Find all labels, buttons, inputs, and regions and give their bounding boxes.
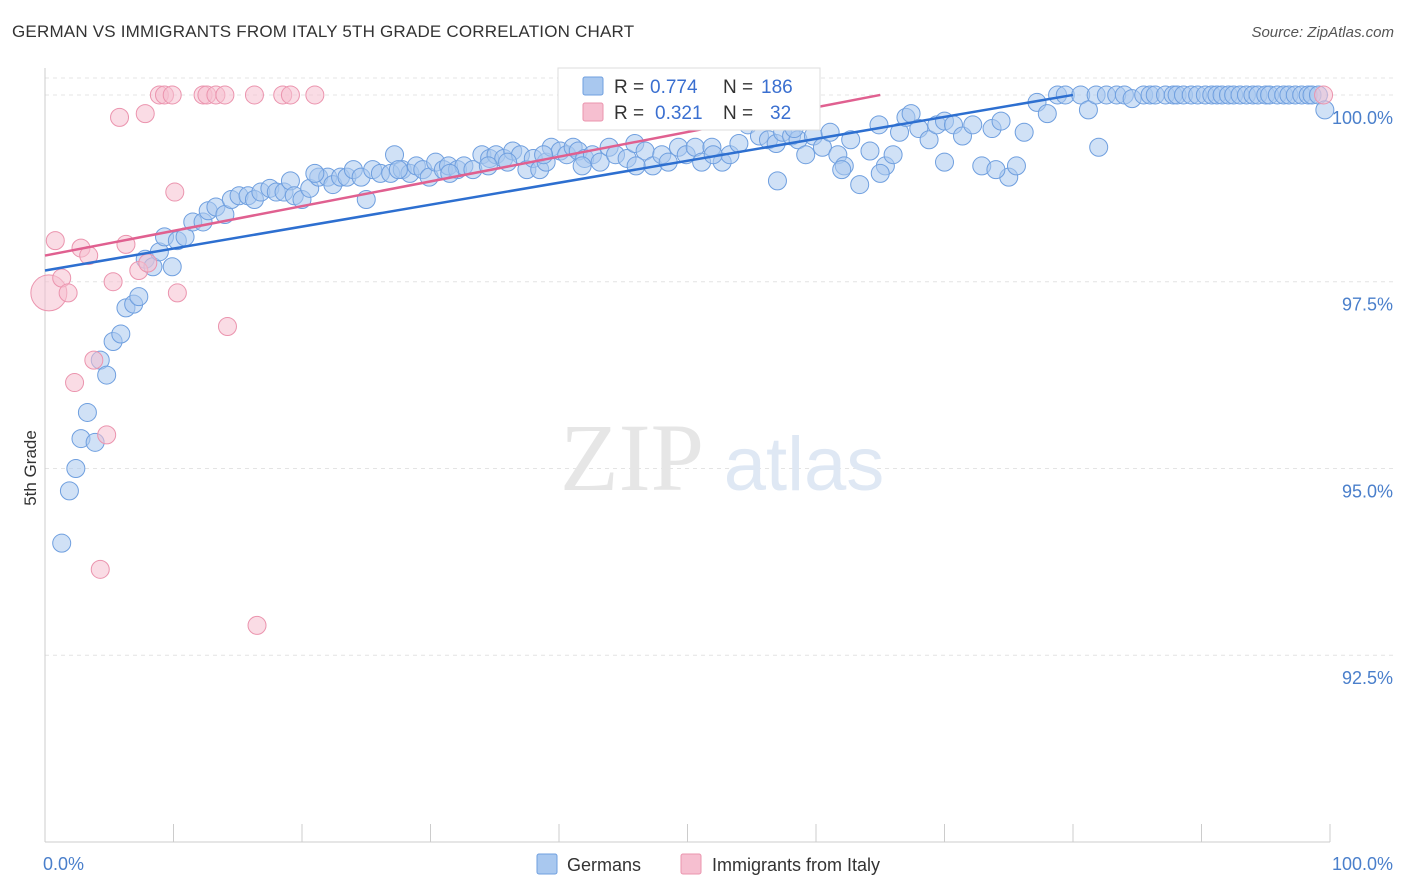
point-1-11 (110, 107, 130, 127)
watermark-atlas: atlas (724, 422, 885, 507)
point-1-10 (103, 272, 123, 292)
point-0-0 (52, 533, 72, 553)
point-0-172 (935, 152, 954, 172)
stats-swatch-italy (582, 102, 604, 122)
stats-swatch-germans (582, 76, 604, 96)
point-0-12 (129, 287, 149, 307)
point-1-8 (90, 559, 110, 579)
point-0-4 (77, 402, 97, 422)
point-1-15 (135, 104, 155, 124)
point-1-3 (58, 283, 78, 303)
stats-r-value-italy: 0.321 (655, 103, 703, 124)
stats-n-value-germans: 186 (761, 77, 793, 98)
point-1-4 (65, 373, 85, 393)
x-tick-label-0: 0.0% (43, 854, 84, 874)
tick-labels: 92.5% 95.0% 97.5% 100.0% 0.0% 100.0% (43, 108, 1393, 874)
point-0-170 (1089, 137, 1109, 157)
y-tick-label-2: 97.5% (1342, 295, 1393, 315)
legend-label-italy: Immigrants from Italy (712, 855, 880, 875)
point-0-122 (963, 115, 983, 135)
point-1-18 (162, 85, 182, 105)
point-1-30 (305, 85, 325, 105)
stats-n-label-germans: N = (723, 77, 753, 98)
point-1-20 (167, 283, 187, 303)
point-1-27 (247, 615, 267, 635)
point-1-26 (244, 85, 264, 105)
point-0-1 (59, 481, 79, 501)
point-1-25 (217, 317, 237, 337)
stats-legend: R = 0.774 N = 186 R = 0.321 N = 32 (557, 67, 821, 131)
point-0-7 (97, 365, 117, 385)
point-1-31 (1314, 85, 1334, 105)
data-points (30, 85, 1335, 635)
point-0-110 (869, 115, 889, 135)
point-1-1 (45, 231, 65, 251)
source-label: Source: ZipAtlas.com (1251, 24, 1394, 41)
point-0-109 (860, 141, 880, 161)
point-0-108 (850, 175, 870, 195)
point-0-125 (991, 111, 1011, 131)
series-1-points (30, 85, 1334, 635)
trend-line-0 (44, 93, 1074, 272)
point-0-130 (1037, 104, 1057, 124)
point-0-182 (572, 156, 592, 176)
point-0-178 (388, 160, 408, 180)
stats-n-label-italy: N = (723, 103, 753, 124)
stats-r-label-germans: R = (614, 77, 644, 98)
legend-label-germans: Germans (567, 855, 641, 875)
point-1-14 (138, 253, 158, 273)
legend-swatch-italy (680, 853, 702, 875)
series-legend: Germans Immigrants from Italy (536, 853, 880, 875)
watermark-zip: ZIP (560, 404, 704, 511)
point-0-117 (919, 130, 939, 150)
legend-swatch-germans (536, 853, 558, 875)
point-0-107 (841, 130, 861, 150)
point-0-171 (986, 160, 1006, 180)
chart-title: GERMAN VS IMMIGRANTS FROM ITALY 5TH GRAD… (12, 22, 635, 41)
point-0-112 (883, 145, 903, 165)
point-0-9 (111, 324, 131, 344)
y-tick-label-3: 100.0% (1332, 108, 1393, 128)
point-0-134 (1078, 100, 1098, 120)
point-0-2 (66, 458, 86, 478)
point-0-175 (832, 160, 852, 180)
point-0-77 (590, 152, 610, 172)
stats-r-value-germans: 0.774 (650, 77, 698, 98)
point-0-174 (767, 171, 787, 191)
axes (44, 68, 1331, 843)
y-axis-label: 5th Grade (21, 430, 40, 506)
point-0-101 (796, 145, 816, 165)
y-tick-label-0: 92.5% (1342, 668, 1393, 688)
x-tick-label-1: 100.0% (1332, 854, 1393, 874)
point-1-24 (215, 85, 235, 105)
stats-r-label-italy: R = (614, 103, 644, 124)
y-tick-label-1: 95.0% (1342, 481, 1393, 501)
point-0-17 (162, 257, 182, 277)
point-1-7 (84, 350, 104, 370)
stats-n-value-italy: 32 (770, 103, 791, 124)
point-1-19 (165, 182, 185, 202)
point-0-173 (870, 163, 890, 183)
point-0-127 (1006, 156, 1026, 176)
point-0-176 (626, 156, 646, 176)
point-1-9 (97, 425, 117, 445)
point-1-29 (280, 85, 300, 105)
point-0-128 (1014, 122, 1034, 142)
point-0-179 (305, 163, 325, 183)
